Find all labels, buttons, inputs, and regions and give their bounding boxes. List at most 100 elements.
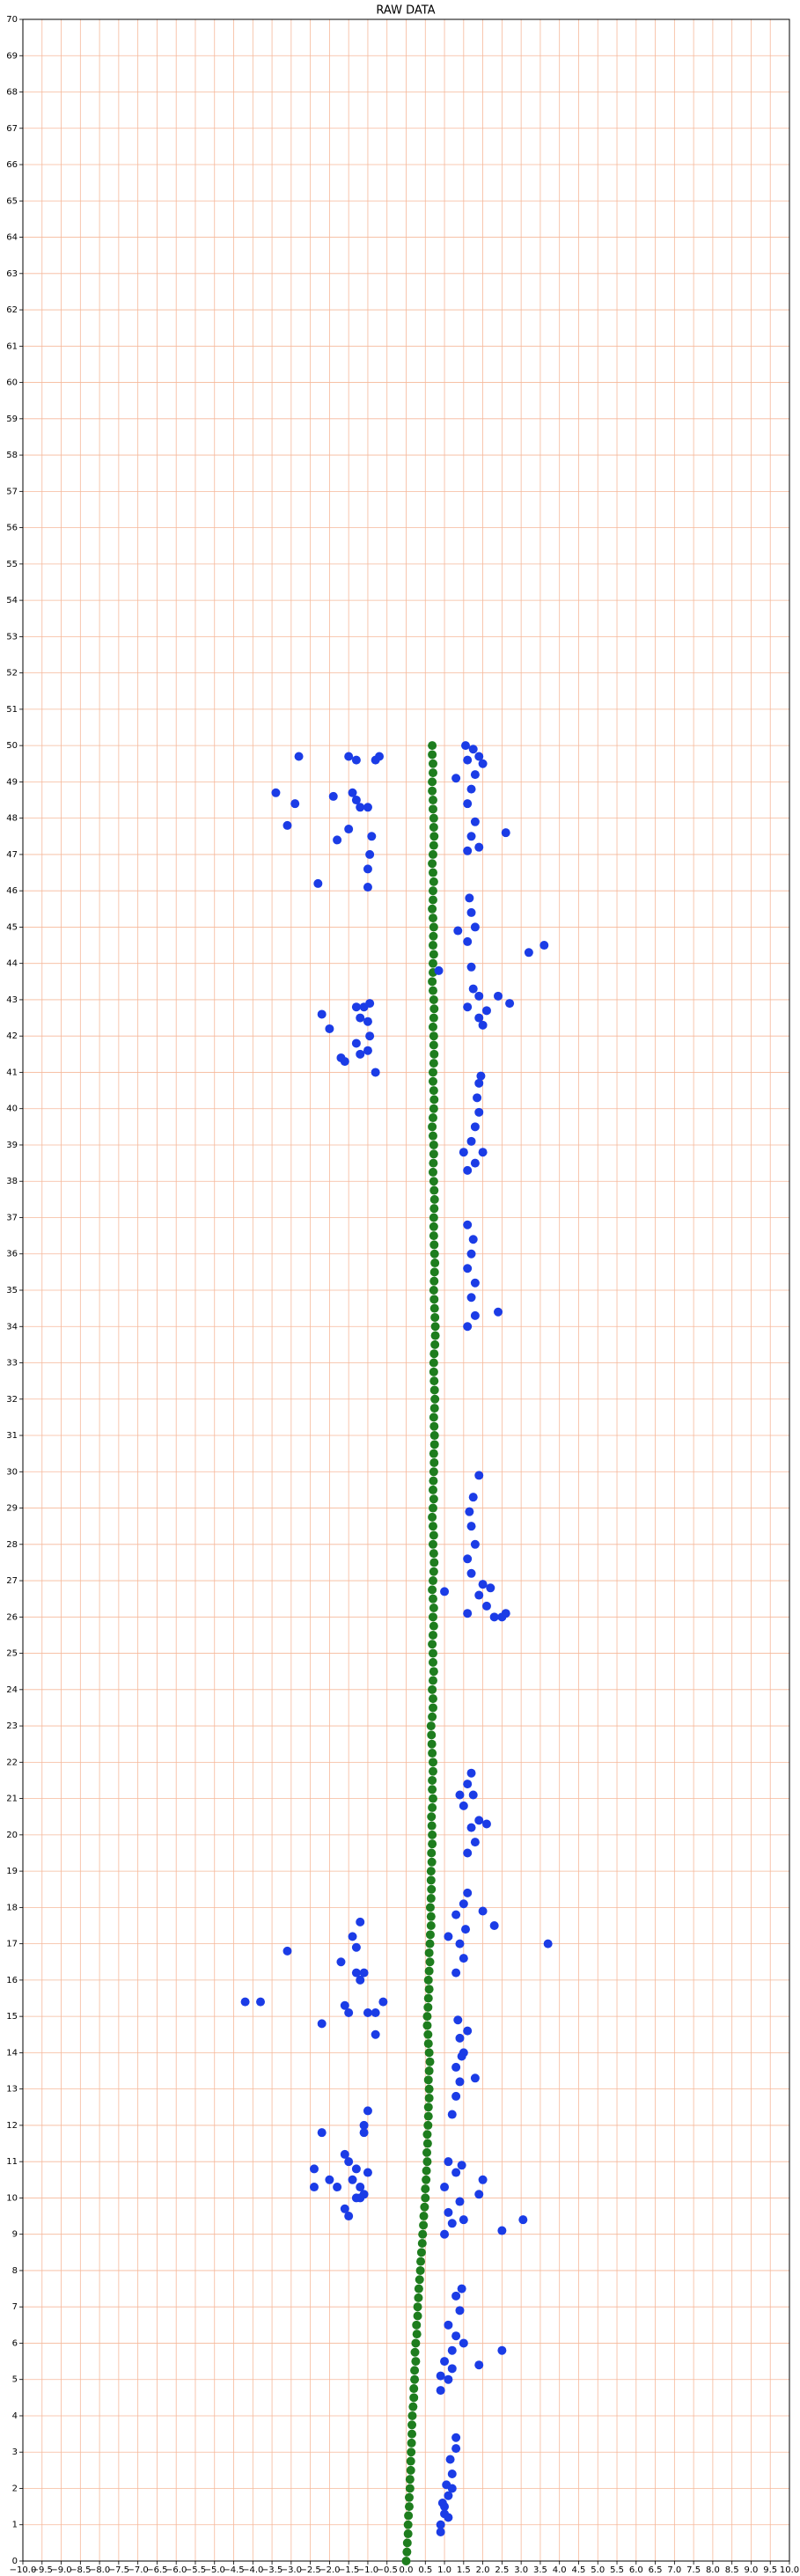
scatter-point (497, 2226, 507, 2235)
scatter-point (336, 1957, 346, 1967)
scatter-point (424, 2093, 434, 2103)
scatter-point (463, 2026, 473, 2036)
scatter-point (359, 2120, 369, 2130)
scatter-point (428, 1594, 437, 1604)
scatter-point (429, 1185, 439, 1195)
scatter-point (428, 977, 437, 987)
scatter-point (328, 791, 338, 801)
scatter-point (416, 2257, 426, 2266)
y-tick-label: 16 (6, 1976, 18, 1985)
scatter-point (428, 1703, 437, 1713)
scatter-point (427, 1812, 437, 1822)
scatter-point (422, 2175, 431, 2184)
x-tick-label: −7.5 (108, 2565, 129, 2575)
scatter-point (463, 799, 473, 809)
scatter-point (283, 1946, 292, 1956)
y-tick-label: 1 (12, 2521, 18, 2530)
scatter-point (351, 1968, 361, 1978)
x-tick-label: 1.0 (437, 2565, 451, 2575)
y-tick-label: 8 (12, 2266, 18, 2276)
y-tick-label: 6 (12, 2338, 18, 2348)
scatter-point (463, 1888, 473, 1897)
x-tick-label: 8.0 (706, 2565, 720, 2575)
scatter-point (451, 2331, 461, 2341)
scatter-point (428, 1785, 437, 1794)
y-tick-label: 13 (6, 2085, 18, 2095)
scatter-point (429, 1457, 439, 1467)
scatter-point (429, 1667, 438, 1677)
scatter-point (415, 2275, 424, 2285)
y-tick-label: 61 (6, 341, 18, 351)
x-tick-label: −0.5 (377, 2565, 398, 2575)
scatter-point (429, 1104, 438, 1113)
scatter-point (421, 2193, 430, 2203)
x-tick-label: −6.5 (146, 2565, 167, 2575)
scatter-point (468, 1790, 478, 1800)
y-tick-label: 7 (12, 2302, 18, 2312)
scatter-point (413, 2302, 422, 2312)
y-tick-label: 39 (6, 1141, 18, 1150)
scatter-point (428, 768, 437, 778)
scatter-point (451, 774, 461, 783)
scatter-point (451, 1910, 461, 1919)
y-tick-label: 19 (6, 1867, 18, 1876)
scatter-point (474, 752, 484, 761)
scatter-point (478, 1580, 488, 1589)
scatter-point (459, 1148, 468, 1157)
scatter-point (428, 1512, 437, 1522)
scatter-point (407, 2420, 417, 2430)
x-tick-label: 8.5 (725, 2565, 739, 2575)
x-tick-label: 2.0 (476, 2565, 490, 2575)
scatter-point (440, 2183, 450, 2192)
x-tick-label: 5.0 (591, 2565, 605, 2575)
scatter-point (367, 832, 377, 841)
scatter-point (428, 1485, 437, 1494)
scatter-point (474, 2190, 484, 2199)
scatter-point (317, 2128, 327, 2138)
y-tick-label: 60 (6, 378, 18, 388)
scatter-point (344, 825, 354, 834)
scatter-point (466, 1522, 476, 1531)
y-tick-label: 40 (6, 1105, 18, 1114)
scatter-point (451, 2062, 461, 2072)
scatter-point (256, 1997, 266, 2007)
scatter-point (474, 1816, 484, 1825)
x-tick-label: −7.0 (128, 2565, 149, 2575)
scatter-point (428, 1522, 437, 1531)
x-tick-label: −9.5 (32, 2565, 53, 2575)
scatter-point (429, 1267, 439, 1277)
scatter-point (411, 2357, 421, 2367)
scatter-point (447, 2219, 457, 2228)
scatter-point (404, 2492, 414, 2502)
scatter-point (481, 1819, 491, 1829)
scatter-point (444, 2491, 453, 2500)
scatter-point (428, 1122, 437, 1132)
scatter-point (429, 813, 438, 823)
scatter-point (459, 2338, 468, 2348)
scatter-point (451, 2433, 461, 2442)
scatter-point (414, 2284, 423, 2293)
scatter-point (363, 883, 372, 892)
scatter-point (470, 922, 480, 932)
scatter-point (505, 999, 515, 1009)
y-tick-label: 4 (12, 2411, 18, 2421)
x-tick-label: 5.5 (610, 2565, 624, 2575)
scatter-point (407, 2429, 417, 2439)
y-tick-label: 24 (6, 1685, 18, 1695)
scatter-point (428, 859, 437, 869)
scatter-point (463, 1165, 473, 1175)
scatter-point (478, 2175, 488, 2184)
y-tick-label: 55 (6, 560, 18, 569)
scatter-point (309, 2164, 319, 2174)
scatter-point (356, 2193, 365, 2203)
scatter-point (444, 1932, 453, 1941)
scatter-point (463, 1322, 473, 1332)
scatter-point (429, 1295, 439, 1304)
scatter-point (466, 1768, 476, 1778)
scatter-point (407, 2411, 417, 2420)
x-tick-label: 4.5 (572, 2565, 586, 2575)
scatter-point (423, 2039, 433, 2049)
scatter-point (429, 1476, 438, 1486)
scatter-point (363, 2008, 372, 2018)
scatter-point (365, 849, 375, 859)
